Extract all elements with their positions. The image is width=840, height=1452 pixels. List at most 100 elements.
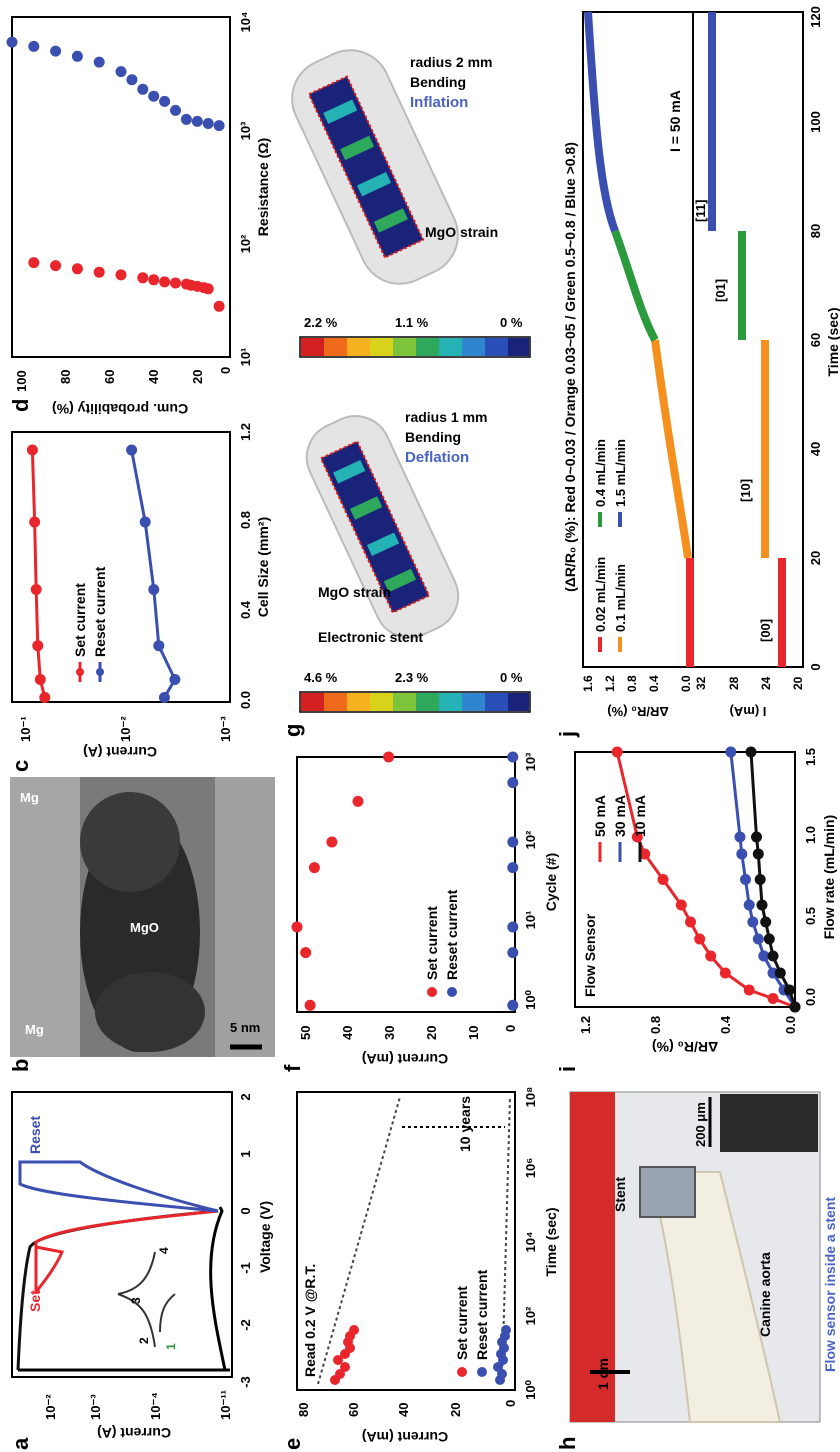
panel-letter-c: c <box>8 760 33 772</box>
panel-a: Current (A) 10⁻² 10⁻³ 10⁻⁴ 10⁻¹¹ -3 -2 -… <box>11 1091 273 1441</box>
panel-i-xtick-1: 0.0 <box>803 988 818 1006</box>
panel-f-data-point <box>507 947 519 959</box>
panel-j-top-ylabel: ΔR/R₀ (%) <box>607 704 668 719</box>
panel-e-set-point <box>340 1362 350 1372</box>
panel-f-ytick-2: 40 <box>340 1026 355 1040</box>
photo-label-aorta: Canine aorta <box>757 1252 773 1337</box>
panel-i-frame <box>574 751 796 1008</box>
panel-i-data-point <box>743 899 755 911</box>
panel-e-read-label: Read 0.2 V @R.T. <box>302 1264 318 1377</box>
panel-c-frame <box>11 431 231 703</box>
panel-a-inset-1: 1 <box>164 1343 178 1350</box>
colorbar-right: 2.2 % 1.1 % 0 % <box>299 315 531 358</box>
panel-c-data-point <box>169 674 181 685</box>
panel-d-xtick-2: 10² <box>238 234 253 253</box>
panel-g: 4.6 % 2.3 % 0 % 2.2 % 1.1 % 0 % <box>291 49 531 713</box>
tem-label-mg-bottom: Mg <box>20 790 39 805</box>
panel-a-ylabel: Current (A) <box>97 1425 171 1441</box>
tem-scale-label: 5 nm <box>230 1020 260 1035</box>
panel-c-data-point <box>30 584 42 595</box>
panel-a-black-upper <box>16 1209 219 1371</box>
photo-inset <box>720 1094 818 1152</box>
panel-c-data-point <box>148 584 160 595</box>
panel-j-bottom-ylabel: I (mA) <box>730 704 767 719</box>
panel-i: ΔR/R₀ (%) 1.2 0.8 0.4 0.0 0.0 0.5 1.0 1.… <box>574 746 837 1055</box>
panel-i-data-point <box>751 831 762 843</box>
panel-d-data-point <box>180 278 192 290</box>
panel-f-ytick-6: 0 <box>503 1025 518 1032</box>
panel-f-frame <box>296 756 516 1013</box>
panel-d-data-point <box>213 300 225 312</box>
panel-c-series-line-1 <box>130 449 177 699</box>
panel-e-xtick-3: 10⁴ <box>523 1232 538 1253</box>
panel-d-frame <box>11 16 231 358</box>
photo-scale-1: 1 cm <box>595 1358 611 1390</box>
panel-c-xtick-1: 0.0 <box>238 691 253 709</box>
panel-f-ytick-1: 50 <box>298 1026 313 1040</box>
panel-a-xlabel: Voltage (V) <box>257 1201 273 1273</box>
panel-a-ytick-4: 10⁻¹¹ <box>218 1390 233 1420</box>
panel-c-data-point <box>153 640 165 652</box>
panel-d-data-point <box>28 40 40 52</box>
panel-j-xtick-4: 60 <box>808 333 823 347</box>
panel-e-ytick-2: 60 <box>346 1403 361 1417</box>
panel-i-data-point <box>685 916 696 928</box>
panel-j-bottom-ytick-2: 28 <box>727 676 741 690</box>
panel-j-top-ytick-3: 0.8 <box>625 675 639 692</box>
panel-d-data-point <box>202 118 214 129</box>
panel-d-xtick-1: 10¹ <box>238 348 253 367</box>
stent-left: Electronic stent MgO strain Deflation Be… <box>305 409 487 645</box>
panel-c-xtick-2: 0.4 <box>238 600 253 619</box>
panel-a-red-curve <box>34 1209 219 1292</box>
panel-c-legend-reset-marker <box>96 668 104 676</box>
panel-f: Current (mA) 50 40 30 20 10 0 10⁰ 10¹ 10… <box>291 751 559 1067</box>
panel-f-data-point <box>507 921 519 933</box>
panel-a-inset-4: 4 <box>157 1247 171 1254</box>
panel-c-data-point <box>32 640 44 652</box>
panel-a-xtick-6: 2 <box>238 1093 253 1100</box>
panel-d-data-point <box>191 115 203 127</box>
panel-i-legend-30: 30 mA <box>612 795 628 837</box>
panel-e-legend-reset: Reset current <box>474 1269 490 1360</box>
panel-f-xlabel: Cycle (#) <box>543 853 559 911</box>
panel-a-ytick-3: 10⁻⁴ <box>148 1392 163 1420</box>
panel-i-title: Flow Sensor <box>582 913 598 997</box>
panel-c-ylabel: Current (A) <box>83 744 157 760</box>
panel-d-ytick-4: 40 <box>146 370 161 384</box>
panel-d-data-point <box>71 50 83 62</box>
panel-f-xtick-4: 10³ <box>523 752 538 771</box>
panel-a-xtick-5: 1 <box>238 1150 253 1157</box>
label-bending-2: Bending <box>410 74 466 90</box>
panel-i-data-point <box>760 916 772 928</box>
panel-letter-b: b <box>8 1059 33 1072</box>
panel-j-current-label: I = 50 mA <box>667 90 683 152</box>
panel-d-data-point <box>213 120 225 132</box>
tem-label-mg-top: Mg <box>25 1022 44 1037</box>
panel-letter-g: g <box>280 724 305 737</box>
panel-e-reset-point <box>501 1325 511 1335</box>
panel-i-data-point <box>756 899 768 911</box>
panel-j-xtick-7: 120 <box>808 6 823 28</box>
panel-a-inset-curve <box>117 1251 176 1348</box>
panel-i-data-point <box>740 874 751 885</box>
panel-e-red-points <box>330 1325 359 1385</box>
panel-d-data-point <box>50 45 62 57</box>
panel-i-data-point <box>657 874 669 885</box>
panel-i-data-point <box>774 967 786 979</box>
panel-i-data-point <box>747 916 759 928</box>
panel-d-data-point <box>137 272 149 284</box>
panel-letter-a: a <box>8 1437 33 1450</box>
panel-d-data-point <box>28 257 40 269</box>
panel-a-blue-curve <box>18 1160 219 1213</box>
panel-a-xtick-1: -3 <box>238 1376 253 1388</box>
panel-j: (ΔR/R₀ (%): Red 0~0.03 / Orange 0.03~05 … <box>562 6 840 719</box>
panel-f-ytick-4: 20 <box>424 1026 439 1040</box>
panel-d-ytick-2: 80 <box>58 370 73 384</box>
panel-i-data-point <box>675 899 687 911</box>
panel-a-xtick-3: -1 <box>238 1262 253 1274</box>
panel-i-data-point <box>784 984 795 996</box>
panel-a-black-curve <box>18 1206 230 1372</box>
panel-i-data-point <box>758 950 770 962</box>
panel-c-data-point <box>26 444 38 456</box>
panel-e-frame <box>296 1091 516 1391</box>
